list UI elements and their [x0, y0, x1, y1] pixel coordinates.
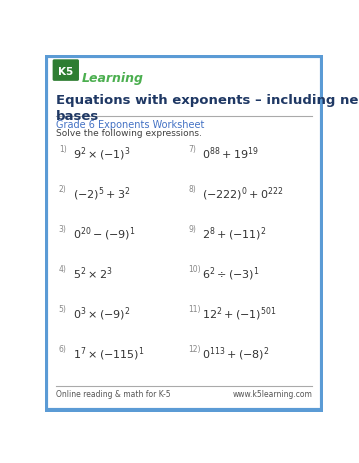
- Text: 1): 1): [59, 144, 66, 154]
- Text: www.k5learning.com: www.k5learning.com: [232, 389, 312, 398]
- FancyBboxPatch shape: [46, 57, 322, 411]
- Text: Online reading & math for K-5: Online reading & math for K-5: [56, 389, 171, 398]
- FancyBboxPatch shape: [53, 60, 79, 81]
- Text: 6): 6): [59, 344, 67, 353]
- Text: 11): 11): [188, 305, 201, 313]
- Text: $0^{88} + 19^{19}$: $0^{88} + 19^{19}$: [202, 144, 259, 161]
- Text: Equations with exponents – including negative
bases: Equations with exponents – including neg…: [56, 94, 359, 123]
- Text: $0^{20} - (-9)^1$: $0^{20} - (-9)^1$: [73, 225, 135, 242]
- Text: 2): 2): [59, 185, 66, 194]
- Text: Grade 6 Exponents Worksheet: Grade 6 Exponents Worksheet: [56, 119, 204, 129]
- Text: Learning: Learning: [82, 72, 144, 85]
- Text: $0^3 \times (-9)^2$: $0^3 \times (-9)^2$: [73, 305, 130, 322]
- Text: $12^2 + (-1)^{501}$: $12^2 + (-1)^{501}$: [202, 305, 277, 322]
- Text: 5): 5): [59, 305, 67, 313]
- Text: $1^7 \times (-115)^1$: $1^7 \times (-115)^1$: [73, 344, 144, 362]
- Text: $5^2 \times 2^3$: $5^2 \times 2^3$: [73, 264, 112, 281]
- Text: $2^8 + (-11)^2$: $2^8 + (-11)^2$: [202, 225, 267, 242]
- Text: 10): 10): [188, 264, 201, 274]
- Text: $0^{113} + (-8)^2$: $0^{113} + (-8)^2$: [202, 344, 270, 362]
- Text: 3): 3): [59, 225, 67, 233]
- Text: 7): 7): [188, 144, 196, 154]
- Text: $(-222)^0 + 0^{222}$: $(-222)^0 + 0^{222}$: [202, 185, 284, 202]
- Text: 8): 8): [188, 185, 196, 194]
- Text: $6^2 \div (-3)^1$: $6^2 \div (-3)^1$: [202, 264, 260, 282]
- Text: Solve the following expressions.: Solve the following expressions.: [56, 129, 202, 138]
- Text: $(-2)^5 + 3^2$: $(-2)^5 + 3^2$: [73, 185, 130, 202]
- Text: 12): 12): [188, 344, 201, 353]
- Text: 9): 9): [188, 225, 196, 233]
- Text: K5: K5: [58, 67, 74, 77]
- Text: 4): 4): [59, 264, 67, 274]
- Text: $9^2 \times (-1)^3$: $9^2 \times (-1)^3$: [73, 144, 130, 162]
